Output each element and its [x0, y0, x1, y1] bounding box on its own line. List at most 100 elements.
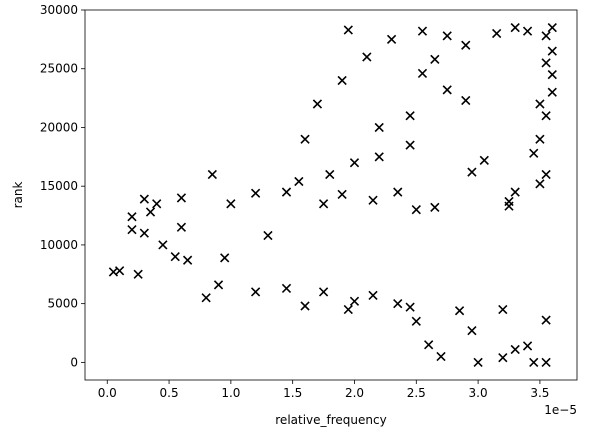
data-point [374, 122, 384, 133]
data-point [547, 46, 557, 56]
data-point [343, 304, 353, 315]
data-point [417, 26, 428, 36]
data-point [442, 31, 452, 41]
data-point [263, 230, 273, 241]
data-point [374, 152, 384, 162]
y-axis-label: rank [11, 182, 25, 209]
data-point [127, 212, 137, 222]
data-point [220, 253, 230, 263]
data-point [343, 25, 353, 35]
data-point [510, 344, 520, 355]
data-point [529, 357, 539, 368]
data-point [207, 169, 217, 180]
data-point [182, 255, 193, 265]
data-point [467, 167, 477, 177]
x-tick-label: 2.5 [407, 386, 426, 400]
data-point [547, 69, 557, 80]
data-point [114, 266, 125, 276]
data-point [535, 179, 545, 189]
data-point [442, 85, 452, 95]
data-point [510, 22, 520, 33]
data-point [541, 58, 551, 68]
y-tick-label: 5000 [47, 297, 78, 311]
data-point [492, 28, 502, 39]
x-axis-label: relative_frequency [275, 413, 386, 427]
data-point [479, 155, 489, 165]
data-point [318, 287, 329, 297]
y-tick-label: 25000 [40, 62, 78, 76]
data-point [405, 111, 415, 121]
data-point [430, 202, 440, 212]
data-point [424, 340, 434, 350]
data-point [312, 99, 323, 109]
data-point [386, 34, 397, 44]
data-point [133, 269, 143, 279]
data-point [522, 341, 533, 351]
data-point [170, 252, 180, 262]
data-point [547, 87, 557, 97]
data-point [461, 95, 471, 106]
data-point [176, 222, 187, 232]
x-tick-label: 3.0 [469, 386, 488, 400]
data-point [337, 75, 347, 86]
data-point [411, 316, 421, 326]
x-tick-label: 1.5 [283, 386, 302, 400]
data-point [547, 22, 557, 33]
data-point [541, 111, 551, 121]
data-point [436, 351, 446, 362]
data-point [337, 189, 347, 200]
data-point [226, 199, 236, 209]
data-point [368, 290, 378, 301]
data-point [510, 187, 520, 197]
x-axis-offset-label: 1e−5 [544, 403, 577, 417]
data-point [250, 287, 261, 297]
x-tick-label: 2.0 [345, 386, 364, 400]
data-point [139, 194, 149, 204]
data-point [201, 293, 211, 303]
data-point [152, 199, 162, 209]
plot-frame [84, 9, 578, 381]
data-point [522, 26, 533, 36]
data-point [405, 302, 415, 312]
data-point [139, 228, 149, 238]
data-point [362, 52, 372, 62]
x-tick-label: 0.0 [98, 386, 117, 400]
data-point [541, 315, 551, 325]
data-point [158, 240, 168, 250]
data-point [473, 357, 483, 368]
data-point [300, 301, 310, 311]
data-point [145, 207, 156, 217]
y-tick-label: 20000 [40, 120, 78, 134]
data-point [281, 187, 292, 197]
data-point [294, 176, 304, 187]
data-point [405, 140, 415, 150]
data-point [176, 193, 187, 203]
data-point [318, 199, 329, 209]
data-point [411, 205, 421, 215]
data-point [213, 280, 224, 290]
data-point [349, 158, 360, 168]
data-point [454, 306, 465, 316]
data-point [417, 68, 428, 79]
data-point [325, 169, 335, 180]
data-point [529, 148, 539, 158]
data-point [541, 169, 551, 180]
data-point [430, 54, 440, 64]
y-tick-label: 15000 [40, 179, 78, 193]
y-tick-label: 30000 [40, 3, 78, 17]
x-tick-label: 1.0 [221, 386, 240, 400]
data-point [535, 134, 545, 144]
y-tick-label: 0 [70, 355, 78, 369]
data-point [127, 225, 137, 235]
x-axis: 0.0 0.5 1.0 1.5 2.0 2.5 3.0 3.5 [98, 380, 549, 400]
scatter-points [108, 22, 557, 368]
data-point [535, 99, 545, 109]
x-tick-label: 3.5 [530, 386, 549, 400]
data-point [393, 299, 403, 309]
data-point [250, 188, 261, 198]
data-point [349, 296, 360, 306]
data-point [467, 326, 477, 336]
y-axis: 0 5000 10000 15000 20000 25000 30000 [40, 3, 85, 369]
data-point [541, 357, 551, 368]
